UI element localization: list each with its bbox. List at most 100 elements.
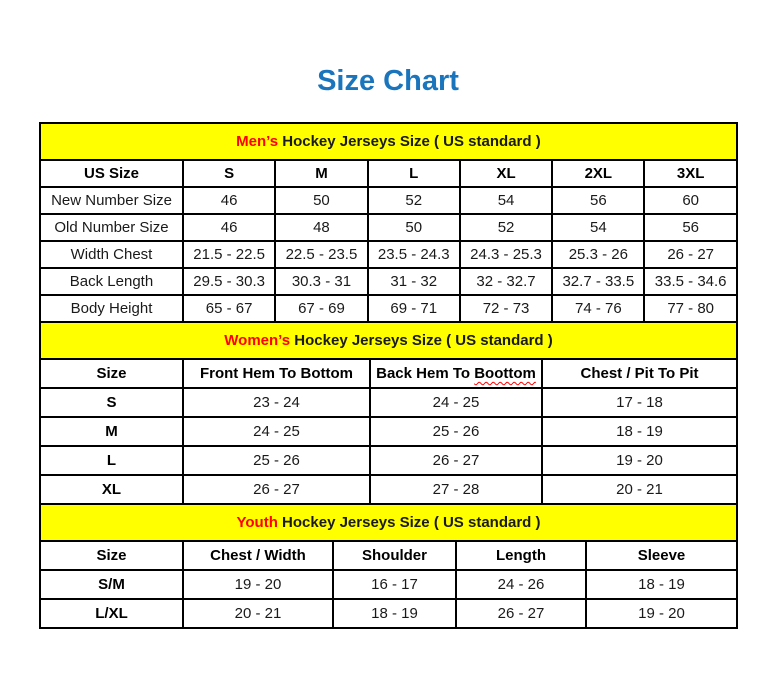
womens-cell: 20 - 21 (540, 473, 739, 505)
womens-cell: 26 - 27 (369, 444, 543, 476)
mens-column-header-0: US Size (39, 158, 184, 188)
mens-banner-highlight: Men’s (236, 132, 279, 150)
mens-cell: 65 - 67 (181, 293, 277, 323)
womens-cell: 24 - 25 (182, 415, 371, 447)
youth-column-header-4: Sleeve (585, 539, 738, 571)
youth-banner-highlight: Youth (236, 513, 278, 531)
youth-column-header-1: Chest / Width (182, 539, 334, 571)
mens-cell: 21.5 - 22.5 (181, 239, 277, 269)
womens-cell: 26 - 27 (182, 473, 371, 505)
youth-cell: 18 - 19 (585, 568, 738, 600)
womens-cell: 25 - 26 (369, 415, 543, 447)
mens-row-label: New Number Size (39, 185, 184, 215)
mens-cell: 54 (458, 185, 554, 215)
mens-table-row-2: Width Chest 21.5 - 22.5 22.5 - 23.5 23.5 - … (39, 239, 738, 269)
womens-size-table: Women’s Hockey Jerseys Size ( US standar… (38, 320, 739, 505)
mens-cell: 52 (366, 185, 461, 215)
youth-table-row-1: L/XL 20 - 21 18 - 19 26 - 27 19 - 20 (39, 597, 738, 629)
mens-banner-text: Hockey Jerseys Size ( US standard ) (278, 132, 541, 150)
mens-cell: 50 (366, 212, 461, 242)
mens-cell: 25.3 - 26 (551, 239, 646, 269)
youth-column-header-3: Length (455, 539, 587, 571)
womens-row-label: XL (39, 473, 184, 505)
womens-column-header-1: Front Hem To Bottom (182, 357, 371, 389)
womens-cell: 24 - 25 (369, 386, 543, 418)
mens-cell: 22.5 - 23.5 (274, 239, 369, 269)
mens-cell: 77 - 80 (643, 293, 738, 323)
mens-row-label: Width Chest (39, 239, 184, 269)
mens-cell: 69 - 71 (366, 293, 461, 323)
womens-column-header-0: Size (39, 357, 184, 389)
mens-table-row-3: Back Length 29.5 - 30.3 30.3 - 31 31 - 32 32… (39, 266, 738, 296)
youth-cell: 19 - 20 (585, 597, 738, 629)
mens-cell: 46 (181, 185, 277, 215)
womens-banner-text: Hockey Jerseys Size ( US standard ) (290, 331, 553, 349)
mens-cell: 56 (643, 212, 738, 242)
youth-row-label: L/XL (39, 597, 184, 629)
womens-row-label: L (39, 444, 184, 476)
youth-cell: 26 - 27 (455, 597, 587, 629)
mens-column-header-2: M (274, 158, 369, 188)
mens-cell: 48 (274, 212, 369, 242)
mens-row-label: Back Length (39, 266, 184, 296)
mens-cell: 33.5 - 34.6 (643, 266, 738, 296)
womens-column-header-2: Back Hem To Boottom (369, 357, 543, 389)
womens-cell: 19 - 20 (540, 444, 739, 476)
mens-cell: 52 (458, 212, 554, 242)
youth-row-label: S/M (39, 568, 184, 600)
womens-table-row-2: L 25 - 26 26 - 27 19 - 20 (39, 444, 739, 476)
womens-cell: 25 - 26 (182, 444, 371, 476)
womens-table-row-1: M 24 - 25 25 - 26 18 - 19 (39, 415, 739, 447)
mens-row-label: Old Number Size (39, 212, 184, 242)
mens-cell: 60 (643, 185, 738, 215)
mens-cell: 54 (551, 212, 646, 242)
youth-column-header-0: Size (39, 539, 184, 571)
size-tables-container: Men’s Hockey Jerseys Size ( US standard … (38, 121, 739, 629)
mens-table-row-4: Body Height 65 - 67 67 - 69 69 - 71 72 - 73 7… (39, 293, 738, 323)
youth-cell: 24 - 26 (455, 568, 587, 600)
mens-cell: 29.5 - 30.3 (181, 266, 277, 296)
womens-table-banner: Women’s Hockey Jerseys Size ( US standar… (38, 320, 739, 360)
womens-cell: 17 - 18 (540, 386, 739, 418)
youth-cell: 19 - 20 (182, 568, 334, 600)
mens-cell: 74 - 76 (551, 293, 646, 323)
mens-cell: 23.5 - 24.3 (366, 239, 461, 269)
youth-cell: 18 - 19 (332, 597, 457, 629)
mens-column-header-4: XL (458, 158, 554, 188)
womens-table-row-0: S 23 - 24 24 - 25 17 - 18 (39, 386, 739, 418)
mens-column-header-1: S (181, 158, 277, 188)
mens-cell: 24.3 - 25.3 (458, 239, 554, 269)
mens-column-header-3: L (366, 158, 461, 188)
mens-row-label: Body Height (39, 293, 184, 323)
youth-cell: 20 - 21 (182, 597, 334, 629)
youth-table-banner: Youth Hockey Jerseys Size ( US standard … (39, 502, 738, 542)
youth-size-table: Youth Hockey Jerseys Size ( US standard … (39, 502, 738, 629)
mens-column-header-5: 2XL (551, 158, 646, 188)
youth-banner-text: Hockey Jerseys Size ( US standard ) (277, 513, 541, 531)
mens-cell: 26 - 27 (643, 239, 738, 269)
mens-cell: 32 - 32.7 (458, 266, 554, 296)
mens-table-row-0: New Number Size 46 50 52 54 56 60 (39, 185, 738, 215)
misspelled-word: Boottom (474, 364, 536, 382)
mens-cell: 31 - 32 (366, 266, 461, 296)
mens-cell: 67 - 69 (274, 293, 369, 323)
mens-cell: 56 (551, 185, 646, 215)
womens-cell: 23 - 24 (182, 386, 371, 418)
mens-cell: 46 (181, 212, 277, 242)
youth-cell: 16 - 17 (332, 568, 457, 600)
youth-column-header-2: Shoulder (332, 539, 457, 571)
mens-column-header-6: 3XL (643, 158, 738, 188)
womens-cell: 18 - 19 (540, 415, 739, 447)
mens-cell: 30.3 - 31 (274, 266, 369, 296)
mens-cell: 32.7 - 33.5 (551, 266, 646, 296)
womens-column-header-3: Chest / Pit To Pit (540, 357, 739, 389)
mens-table-row-1: Old Number Size 46 48 50 52 54 56 (39, 212, 738, 242)
womens-row-label: M (39, 415, 184, 447)
mens-size-table: Men’s Hockey Jerseys Size ( US standard … (39, 121, 738, 323)
mens-cell: 50 (274, 185, 369, 215)
womens-row-label: S (39, 386, 184, 418)
mens-table-banner: Men’s Hockey Jerseys Size ( US standard … (39, 121, 738, 161)
youth-table-row-0: S/M 19 - 20 16 - 17 24 - 26 18 - 19 (39, 568, 738, 600)
womens-table-row-3: XL 26 - 27 27 - 28 20 - 21 (39, 473, 739, 505)
